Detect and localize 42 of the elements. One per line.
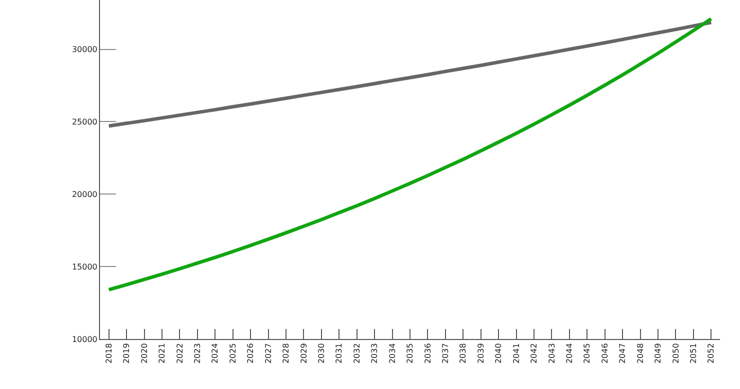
- x-tick-label: 2028: [282, 343, 291, 364]
- x-tick-label: 2046: [600, 343, 610, 364]
- x-tick-label: 2021: [158, 343, 167, 364]
- x-tick-label: 2044: [565, 343, 574, 364]
- x-tick-label: 2033: [370, 343, 380, 364]
- x-tick-label: 2031: [334, 343, 344, 364]
- x-tick-label: 2027: [264, 343, 273, 364]
- x-tick-label: 2037: [441, 343, 450, 364]
- x-tick-label: 2022: [175, 343, 184, 364]
- x-tick-label: 2049: [654, 343, 663, 364]
- x-tick-label: 2032: [352, 343, 362, 364]
- x-tick-label: 2019: [122, 343, 132, 364]
- y-tick-label: 15000: [72, 262, 98, 272]
- x-tick-label: 2050: [671, 343, 680, 364]
- x-tick-label: 2051: [689, 343, 698, 364]
- x-tick-label: 2045: [582, 343, 592, 364]
- y-tick-label: 25000: [72, 117, 98, 126]
- x-tick-label: 2048: [636, 343, 645, 364]
- x-tick-label: 2042: [530, 343, 539, 364]
- x-tick-label: 2039: [476, 343, 486, 364]
- x-tick-label: 2026: [246, 343, 256, 364]
- x-tick-label: 2018: [104, 343, 114, 364]
- x-tick-label: 2036: [423, 343, 432, 364]
- x-tick-label: 2043: [547, 343, 556, 364]
- line-series: [107, 17, 713, 292]
- x-tick-label: 2047: [618, 343, 628, 364]
- x-tick-label: 2024: [210, 343, 220, 364]
- x-tick-label: 2023: [193, 343, 202, 364]
- x-tick-label: 2041: [512, 343, 521, 364]
- y-tick-label: 10000: [72, 334, 98, 344]
- x-tick-label: 2038: [458, 343, 468, 364]
- x-tick-label: 2030: [317, 343, 326, 364]
- y-tick-label: 30000: [72, 45, 98, 54]
- y-tick-label: 20000: [72, 190, 98, 199]
- x-tick-label: 2020: [140, 343, 149, 364]
- x-tick-label: 2052: [706, 343, 716, 364]
- x-tick-label: 2035: [406, 343, 415, 364]
- x-tick-label: 2029: [299, 343, 308, 364]
- x-tick-label: 2034: [388, 343, 397, 364]
- x-tick-label: 2025: [228, 343, 238, 364]
- x-tick-label: 2040: [494, 343, 504, 364]
- line-series: [107, 20, 713, 128]
